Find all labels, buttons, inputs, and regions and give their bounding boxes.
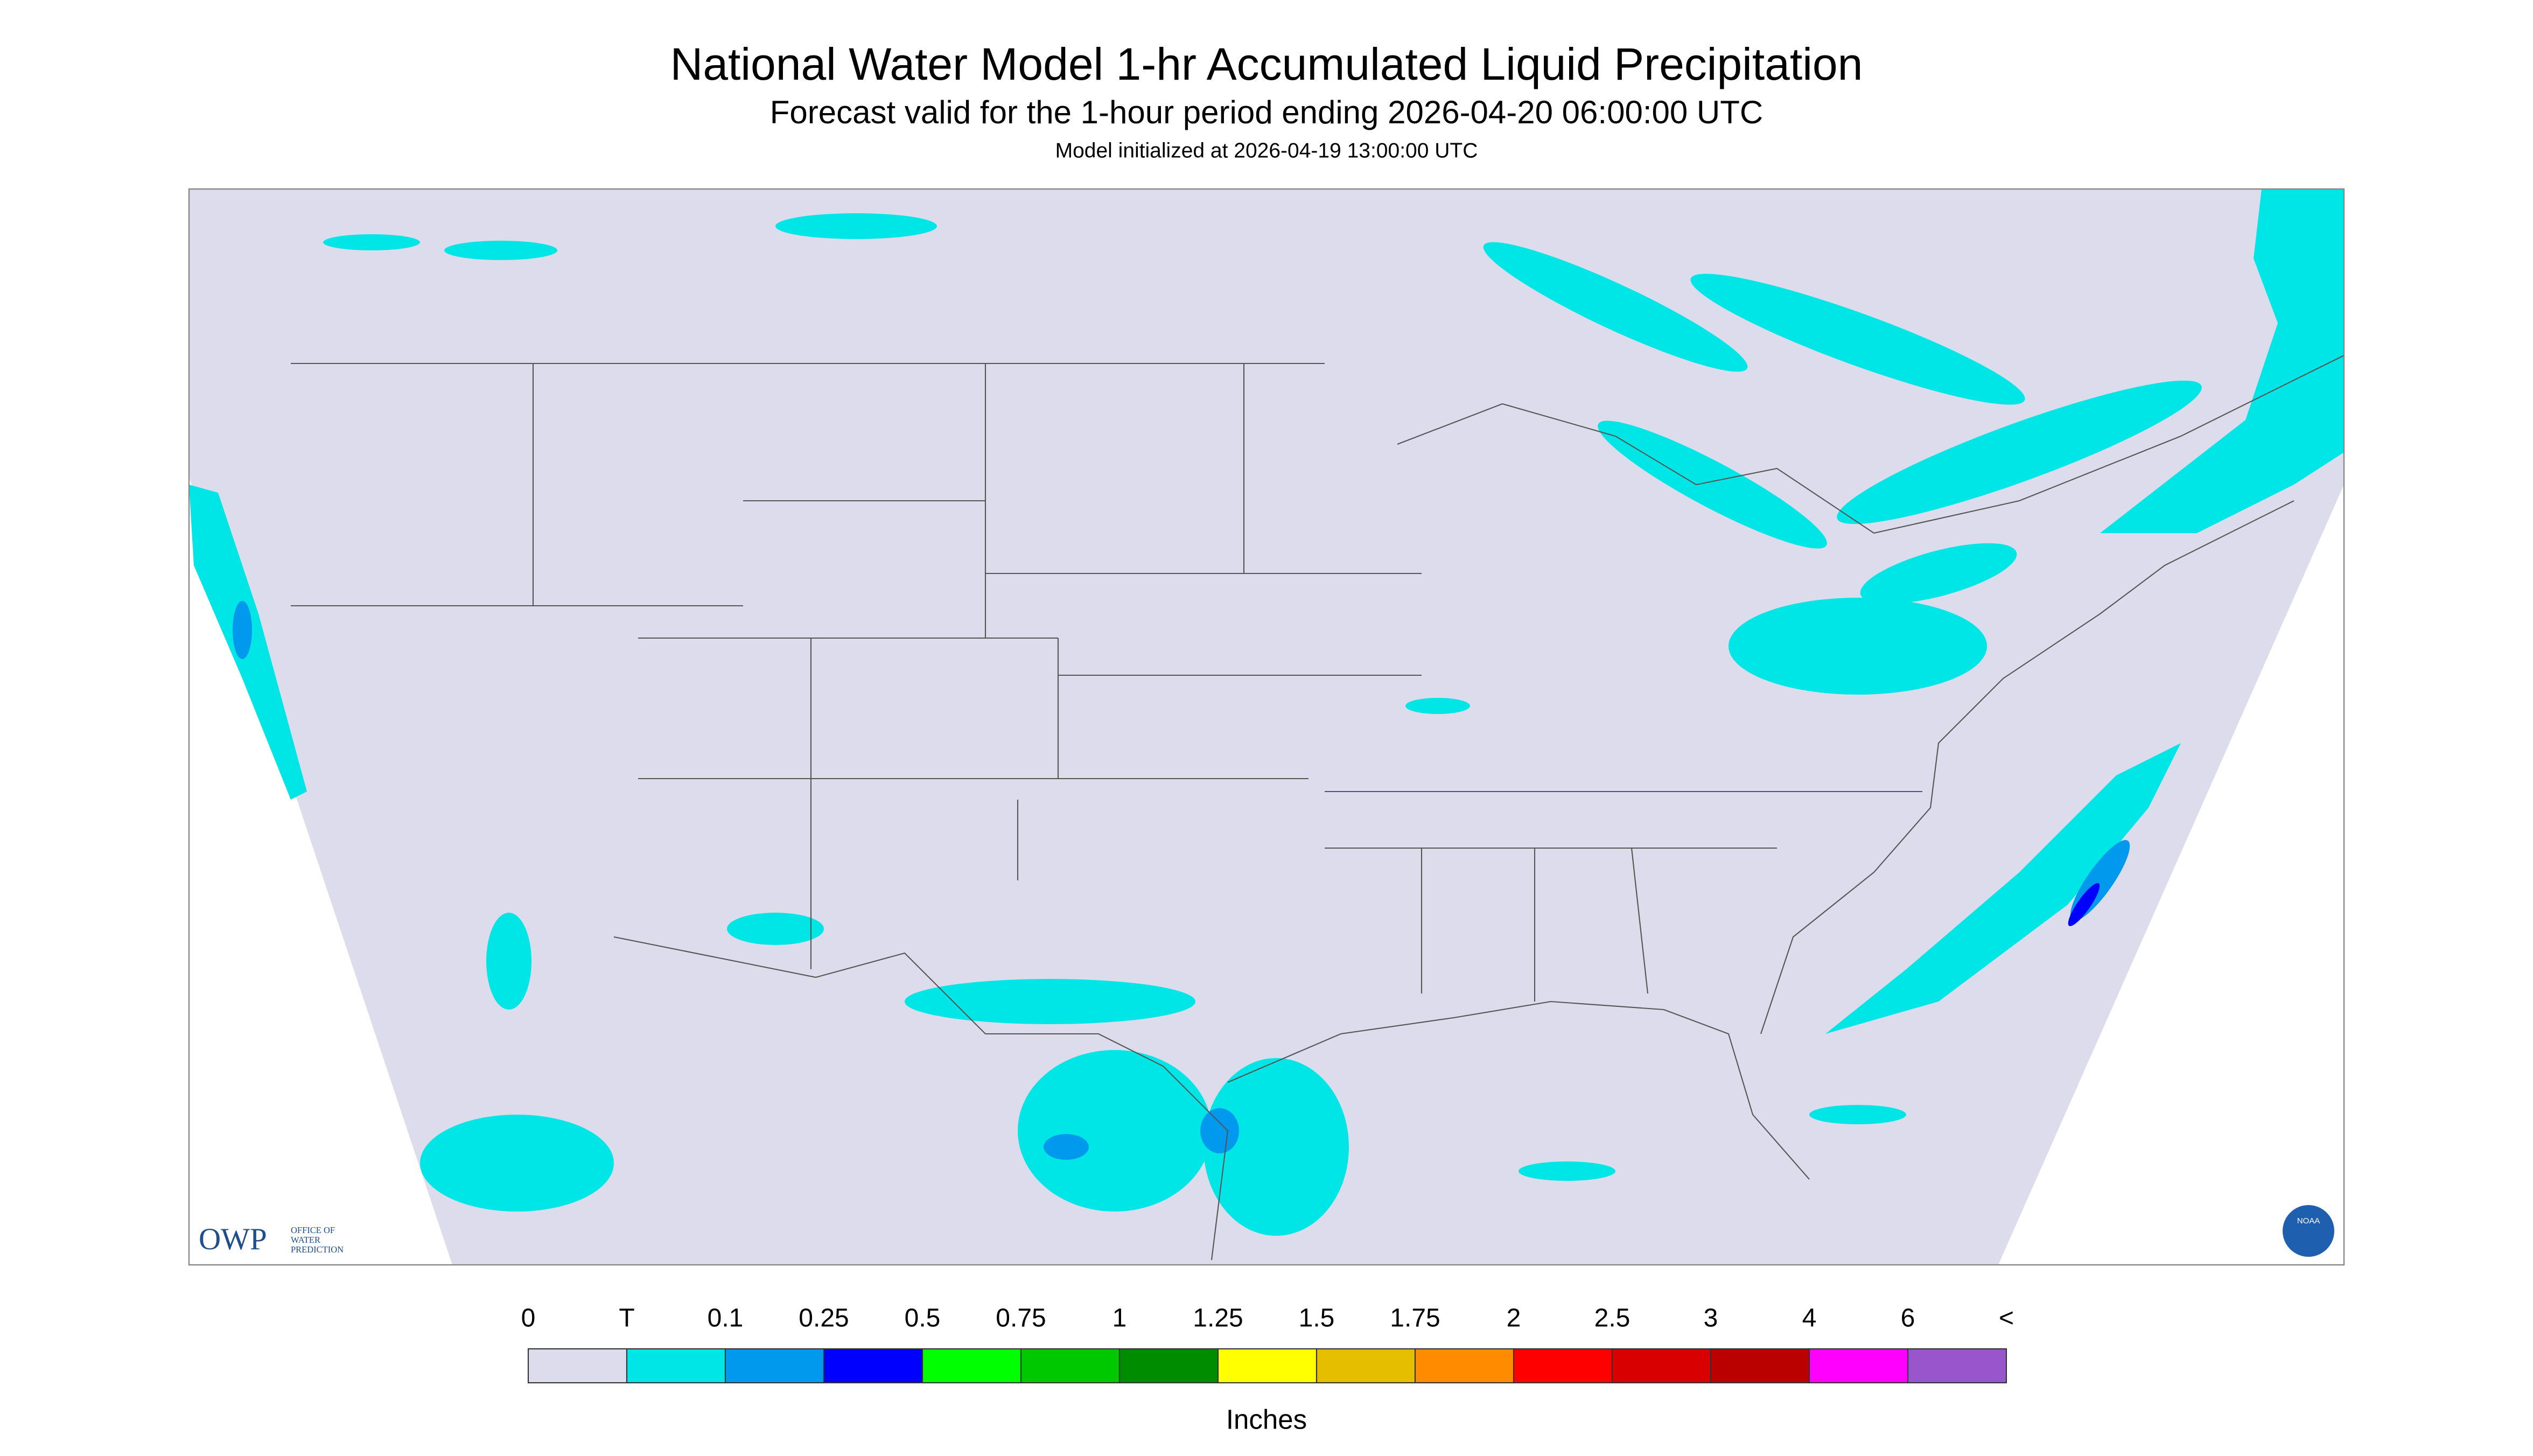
precip (323, 234, 420, 251)
precip (1519, 1161, 1615, 1181)
precip (233, 601, 252, 660)
precip (1200, 1108, 1239, 1154)
legend-label: 4 (1802, 1304, 1817, 1333)
precip (1809, 1105, 1906, 1125)
precip (775, 213, 937, 240)
legend-label: 2.5 (1594, 1304, 1631, 1333)
precip (1837, 380, 2202, 524)
border (613, 936, 1229, 1261)
legend-label: < (1999, 1304, 2014, 1333)
legend-swatch (1217, 1348, 1318, 1384)
legend-swatch (921, 1348, 1022, 1384)
precip (486, 913, 531, 1010)
precip (444, 241, 557, 261)
owp-name: PREDICTION (291, 1244, 344, 1255)
legend-label: 0.75 (996, 1304, 1046, 1333)
precip (2100, 189, 2344, 534)
legend-swatch (1907, 1348, 2007, 1384)
border (1397, 355, 2345, 534)
legend: 0 T 0.1 0.25 0.5 0.75 1 1.25 1.5 1.75 2 2.5 3 4 6 < (521, 1304, 2014, 1384)
map: OWP OFFICE OF WATER PREDICTION NOAA (188, 188, 2345, 1266)
border (1631, 848, 1649, 994)
legend-swatch (724, 1348, 825, 1384)
precip (1690, 274, 2025, 405)
precip (1860, 543, 2017, 604)
subtitle: Forecast valid for the 1-hour period end… (770, 94, 1763, 130)
legend-label: 1.75 (1390, 1304, 1440, 1333)
legend-swatch (823, 1348, 923, 1384)
precip (2068, 883, 2100, 926)
precip (1729, 598, 1987, 695)
legend-swatch (1118, 1348, 1219, 1384)
legend-swatch (527, 1348, 628, 1384)
precip (1203, 1058, 1349, 1236)
legend-label: T (619, 1304, 634, 1333)
legend-unit: Inches (1226, 1404, 1307, 1434)
owp-name: WATER (291, 1235, 320, 1245)
legend-swatch (1710, 1348, 1810, 1384)
precip (1598, 421, 1827, 549)
legend-label: 6 (1901, 1304, 1915, 1333)
legend-swatch (1808, 1348, 1909, 1384)
legend-label: 0 (521, 1304, 536, 1333)
precip (905, 979, 1195, 1025)
legend-label: 0.5 (905, 1304, 941, 1333)
coast (1227, 1000, 1810, 1180)
precip (1825, 743, 2181, 1034)
legend-label: 1.5 (1299, 1304, 1335, 1333)
legend-swatch (1513, 1348, 1613, 1384)
legend-label: 2 (1507, 1304, 1521, 1333)
legend-swatch (1611, 1348, 1712, 1384)
precip (727, 913, 824, 946)
legend-label: 1.25 (1193, 1304, 1243, 1333)
owp-name: OFFICE OF (291, 1225, 335, 1235)
legend-label: 0.1 (708, 1304, 744, 1333)
precip-areas (189, 189, 2344, 1236)
noaa-text: NOAA (2297, 1216, 2320, 1226)
legend-swatch (626, 1348, 726, 1384)
owp-logo: OWP (199, 1222, 267, 1256)
precip (1483, 242, 1748, 372)
model-domain (189, 189, 2344, 1265)
legend-label: 0.25 (799, 1304, 849, 1333)
init-note: Model initialized at 2026-04-19 13:00:00… (1055, 139, 1478, 162)
legend-swatch (1316, 1348, 1416, 1384)
legend-label: 1 (1112, 1304, 1127, 1333)
noaa-logo (2283, 1205, 2334, 1257)
precip (420, 1115, 614, 1212)
precip (1018, 1050, 1212, 1212)
title: National Water Model 1-hr Accumulated Li… (670, 39, 1863, 89)
legend-swatch (1020, 1348, 1121, 1384)
borders (291, 355, 2345, 1261)
precip (1044, 1134, 1089, 1160)
legend-swatch (1414, 1348, 1515, 1384)
coast (1760, 500, 2294, 1034)
precip (1405, 698, 1470, 715)
map-frame (188, 188, 2345, 1266)
legend-label: 3 (1704, 1304, 1718, 1333)
